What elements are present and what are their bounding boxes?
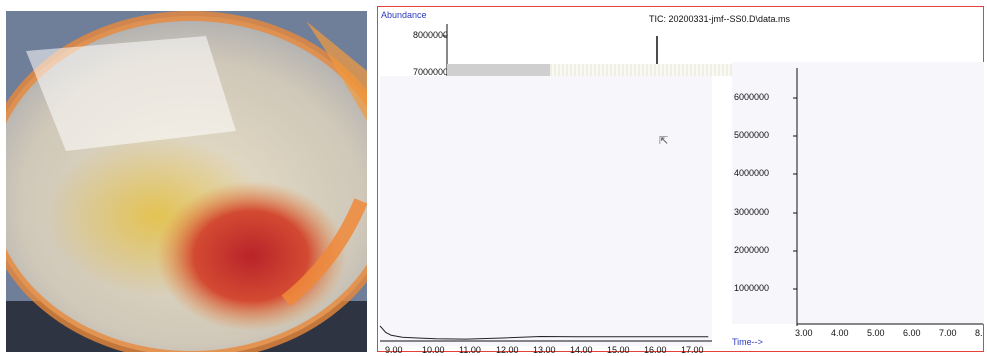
left-x-label: 16.00	[644, 345, 667, 355]
right-y-label: 3000000	[734, 207, 770, 217]
right-x-label: 5.00	[867, 328, 885, 338]
abundance-label: Abundance	[381, 10, 427, 20]
left-x-label: 9.00	[385, 345, 403, 355]
right-x-label: 4.00	[831, 328, 849, 338]
top-y-label-2: 7000000	[413, 67, 449, 77]
top-y-label-1: 8000000	[413, 30, 449, 40]
tic-trace-line	[379, 325, 709, 340]
left-x-label: 13.00	[533, 345, 556, 355]
flask-image	[6, 11, 367, 352]
time-axis-label: Time-->	[732, 337, 763, 347]
tic-title: TIC: 20200331-jmf--SS0.D\data.ms	[649, 14, 791, 24]
right-x-label: 7.00	[939, 328, 957, 338]
tic-trace-chart	[379, 325, 712, 342]
left-x-label: 11.00	[459, 345, 481, 355]
right-y-label: 4000000	[734, 168, 770, 178]
tic-window: Abundance TIC: 20200331-jmf--SS0.D\data.…	[377, 6, 987, 356]
right-y-label: 5000000	[734, 130, 770, 140]
left-x-label: 12.00	[496, 345, 519, 355]
overlay-gray-bar	[447, 64, 550, 76]
left-x-label: 17.00	[681, 345, 704, 355]
right-x-label: 3.00	[795, 328, 813, 338]
flask-photo	[6, 11, 367, 352]
right-x-label: 8.	[975, 328, 983, 338]
left-x-label: 15.00	[607, 345, 630, 355]
left-x-label: 14.00	[570, 345, 593, 355]
right-y-label: 2000000	[734, 245, 770, 255]
plot-area-left	[380, 76, 712, 346]
tic-right-axes	[793, 68, 983, 326]
right-x-label: 6.00	[903, 328, 921, 338]
plot-area-right	[732, 62, 984, 324]
right-y-label: 1000000	[734, 283, 770, 293]
right-y-label: 6000000	[734, 92, 770, 102]
left-x-label: 10.00	[422, 345, 445, 355]
mouse-cursor-icon: ⇱	[659, 135, 669, 147]
